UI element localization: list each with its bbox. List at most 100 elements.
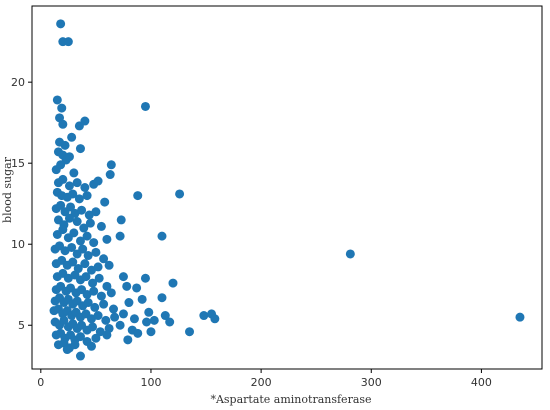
data-point <box>175 189 185 199</box>
x-tick-label: 400 <box>471 376 492 389</box>
data-point <box>72 217 82 227</box>
data-point <box>165 317 175 327</box>
data-point <box>140 273 150 283</box>
y-axis: 5 10 15 20 <box>11 76 32 332</box>
data-point <box>56 200 66 210</box>
data-point <box>69 228 79 238</box>
data-point <box>105 170 115 180</box>
data-point <box>160 311 170 321</box>
data-point <box>68 257 78 267</box>
data-point <box>75 236 85 246</box>
data-point <box>157 293 167 303</box>
data-point <box>210 314 220 324</box>
data-point <box>115 320 125 330</box>
data-point <box>142 317 152 327</box>
data-point <box>146 327 156 337</box>
data-point <box>79 223 89 233</box>
data-point <box>88 278 98 288</box>
data-point <box>144 307 154 317</box>
data-point <box>72 178 82 188</box>
data-point <box>168 278 178 288</box>
data-point <box>89 286 99 296</box>
data-point <box>199 311 209 321</box>
data-point <box>106 288 116 298</box>
data-point <box>100 197 110 207</box>
data-point <box>69 168 79 178</box>
data-point <box>116 215 126 225</box>
data-point <box>56 160 66 170</box>
data-point <box>129 314 139 324</box>
data-point <box>78 244 88 254</box>
data-point <box>75 144 85 154</box>
data-point <box>77 205 87 215</box>
y-tick-label: 15 <box>11 157 25 170</box>
data-point <box>59 315 69 325</box>
data-point <box>57 103 67 113</box>
data-point <box>83 251 93 261</box>
data-point <box>91 333 101 343</box>
x-tick-label: 100 <box>140 376 161 389</box>
data-point <box>86 341 96 351</box>
data-point <box>58 174 68 184</box>
data-point <box>93 262 103 272</box>
data-point <box>101 315 111 325</box>
data-point <box>133 328 143 338</box>
x-tick-label: 0 <box>37 376 44 389</box>
data-point <box>93 176 103 186</box>
data-point <box>137 294 147 304</box>
data-point <box>85 218 95 228</box>
data-point <box>58 119 68 129</box>
y-axis-label: blood sugar <box>1 156 14 223</box>
data-point <box>74 194 84 204</box>
y-tick-label: 10 <box>11 238 25 251</box>
data-point <box>83 298 93 308</box>
data-point <box>62 345 72 355</box>
x-axis-label: *Aspartate aminotransferase <box>210 393 371 406</box>
data-point <box>185 327 195 337</box>
data-point <box>118 272 128 282</box>
data-point <box>56 19 66 29</box>
data-point <box>70 340 80 350</box>
data-point <box>75 351 85 361</box>
data-point <box>102 281 112 291</box>
data-point <box>89 238 99 248</box>
x-axis: 0 100 200 300 400 <box>37 369 492 389</box>
data-point <box>80 116 90 126</box>
data-point <box>124 298 134 308</box>
data-point <box>64 152 74 162</box>
data-point <box>102 234 112 244</box>
data-point <box>110 312 120 322</box>
data-point <box>149 315 159 325</box>
data-point <box>88 322 98 332</box>
plot-frame <box>31 5 543 370</box>
data-point <box>133 191 143 201</box>
data-point <box>67 132 77 142</box>
y-tick-label: 5 <box>18 319 25 332</box>
data-point <box>118 309 128 319</box>
data-point <box>106 160 116 170</box>
data-point <box>82 231 92 241</box>
data-point <box>91 247 101 257</box>
data-point <box>81 272 91 282</box>
data-point <box>96 291 106 301</box>
data-point <box>109 304 119 314</box>
data-point <box>58 225 68 235</box>
data-point <box>90 302 100 312</box>
data-point <box>60 140 70 150</box>
data-point <box>99 299 109 309</box>
data-point <box>115 231 125 241</box>
data-point <box>82 191 92 201</box>
data-point <box>64 181 74 191</box>
data-point <box>80 259 90 269</box>
data-point <box>66 202 76 212</box>
data-point <box>104 260 114 270</box>
data-point <box>93 311 103 321</box>
y-tick-label: 20 <box>11 76 25 89</box>
data-point <box>94 273 104 283</box>
points-layer <box>49 19 525 361</box>
data-point <box>132 283 142 293</box>
data-point <box>68 189 78 199</box>
data-point <box>99 254 109 264</box>
